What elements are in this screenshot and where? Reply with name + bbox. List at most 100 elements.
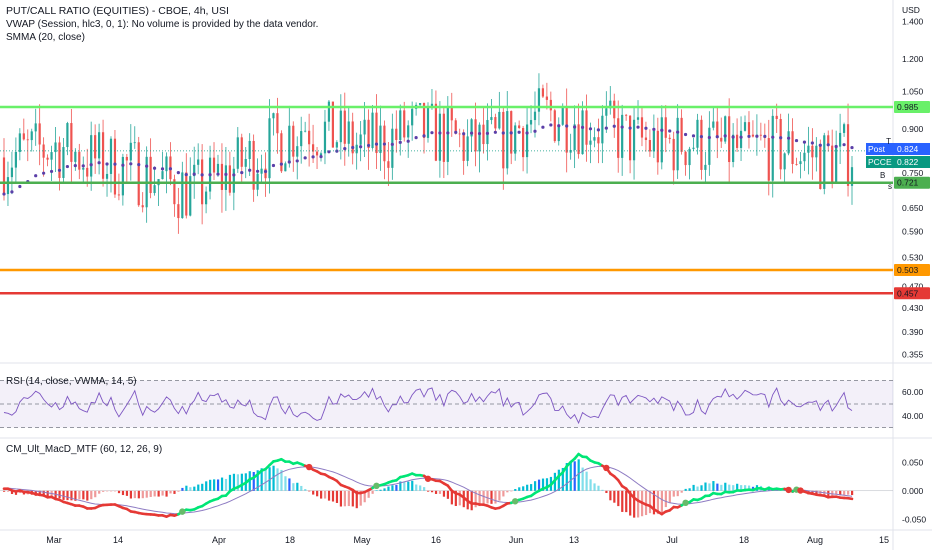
candle-body bbox=[407, 125, 409, 137]
candle-body bbox=[19, 133, 21, 152]
macd-hist-bar bbox=[217, 479, 219, 490]
candle-body bbox=[728, 116, 730, 162]
smma-point bbox=[478, 132, 481, 135]
macd-hist-bar bbox=[340, 491, 342, 507]
macd-hist-bar bbox=[213, 479, 215, 490]
macd-hist-bar bbox=[276, 468, 278, 490]
macd-hist-bar bbox=[118, 491, 120, 493]
smma-point bbox=[636, 126, 639, 129]
vwap-legend[interactable]: VWAP (Session, hlc3, 0, 1): No volume is… bbox=[6, 18, 318, 31]
candle-body bbox=[161, 171, 163, 179]
candle-body bbox=[272, 113, 274, 118]
smma-point bbox=[201, 173, 204, 176]
candle-body bbox=[795, 164, 797, 165]
macd-hist-bar bbox=[98, 491, 100, 494]
price-tick-label: 1.200 bbox=[902, 54, 924, 64]
smma-point bbox=[121, 164, 124, 167]
price-tick-label: 0.355 bbox=[902, 350, 924, 360]
smma-point bbox=[224, 173, 227, 176]
macd-hist-bar bbox=[150, 491, 152, 497]
macd-hist-bar bbox=[689, 488, 691, 490]
macd-hist-bar bbox=[62, 491, 64, 500]
candle-body bbox=[391, 129, 393, 168]
macd-cross-point bbox=[306, 464, 312, 470]
macd-hist-bar bbox=[439, 491, 441, 494]
candle-body bbox=[312, 144, 314, 151]
smma-point bbox=[208, 173, 211, 176]
candle-body bbox=[791, 131, 793, 164]
candle-body bbox=[185, 172, 187, 215]
macd-hist-bar bbox=[526, 485, 528, 491]
symbol-title[interactable]: PUT/CALL RATIO (EQUITIES) - CBOE, 4h, US… bbox=[6, 5, 318, 18]
candle-body bbox=[593, 137, 595, 140]
candle-body bbox=[70, 123, 72, 162]
candle-body bbox=[363, 120, 365, 135]
candle-body bbox=[784, 153, 786, 169]
smma-point bbox=[597, 128, 600, 131]
candle-body bbox=[126, 157, 128, 161]
smma-point bbox=[628, 126, 631, 129]
price-tick-label: 0.390 bbox=[902, 327, 924, 337]
smma-point bbox=[359, 145, 362, 148]
candle-body bbox=[205, 192, 207, 205]
smma-point bbox=[795, 139, 798, 142]
macd-legend[interactable]: CM_Ult_MacD_MTF (60, 12, 26, 9) bbox=[6, 443, 162, 456]
smma-point bbox=[502, 131, 505, 134]
macd-hist-bar bbox=[320, 491, 322, 499]
smma-point bbox=[652, 128, 655, 131]
candle-body bbox=[645, 138, 647, 140]
smma-point bbox=[732, 135, 735, 138]
smma-point bbox=[90, 163, 93, 166]
macd-hist-bar bbox=[490, 491, 492, 504]
macd-hist-bar bbox=[589, 479, 591, 490]
macd-hist-bar bbox=[336, 491, 338, 503]
candle-body bbox=[62, 147, 64, 178]
candle-body bbox=[661, 117, 663, 162]
macd-hist-bar bbox=[114, 491, 116, 492]
smma-point bbox=[557, 124, 560, 127]
macd-hist-bar bbox=[625, 491, 627, 512]
smma-point bbox=[161, 167, 164, 170]
currency-label: USD bbox=[902, 5, 920, 15]
price-tick-label: 1.400 bbox=[902, 17, 924, 27]
macd-hist-bar bbox=[110, 491, 112, 492]
candle-body bbox=[110, 139, 112, 174]
smma-legend[interactable]: SMMA (20, close) bbox=[6, 31, 318, 44]
smma-point bbox=[510, 131, 513, 134]
candle-body bbox=[324, 122, 326, 154]
candle-body bbox=[419, 103, 421, 105]
macd-hist-bar bbox=[681, 491, 683, 493]
macd-hist-bar bbox=[728, 485, 730, 491]
candle-body bbox=[554, 110, 556, 141]
macd-hist-bar bbox=[586, 472, 588, 491]
macd-cross-point bbox=[373, 483, 379, 489]
candle-body bbox=[740, 131, 742, 148]
smma-point bbox=[692, 134, 695, 137]
macd-hist-bar bbox=[130, 491, 132, 499]
smma-point bbox=[676, 130, 679, 133]
smma-point bbox=[399, 141, 402, 144]
rsi-legend[interactable]: RSI (14, close, VWMA, 14, 5) bbox=[6, 375, 137, 388]
macd-hist-bar bbox=[82, 491, 84, 500]
smma-point bbox=[145, 164, 148, 167]
candle-body bbox=[237, 137, 239, 168]
candle-body bbox=[823, 135, 825, 189]
macd-hist-bar bbox=[534, 481, 536, 491]
macd-hist-bar bbox=[209, 480, 211, 491]
candle-body bbox=[7, 177, 9, 194]
smma-point bbox=[541, 126, 544, 129]
macd-hist-bar bbox=[300, 486, 302, 491]
time-tick-label: 14 bbox=[113, 535, 123, 545]
macd-hist-bar bbox=[669, 491, 671, 503]
macd-hist-bar bbox=[348, 491, 350, 506]
smma-point bbox=[351, 146, 354, 149]
time-tick-label: Jun bbox=[509, 535, 524, 545]
legend-main: PUT/CALL RATIO (EQUITIES) - CBOE, 4h, US… bbox=[6, 5, 318, 44]
macd-hist-bar bbox=[621, 491, 623, 512]
candle-body bbox=[379, 126, 381, 153]
smma-point bbox=[668, 129, 671, 132]
macd-hist-bar bbox=[162, 491, 164, 496]
truncated-label: B bbox=[880, 171, 885, 180]
